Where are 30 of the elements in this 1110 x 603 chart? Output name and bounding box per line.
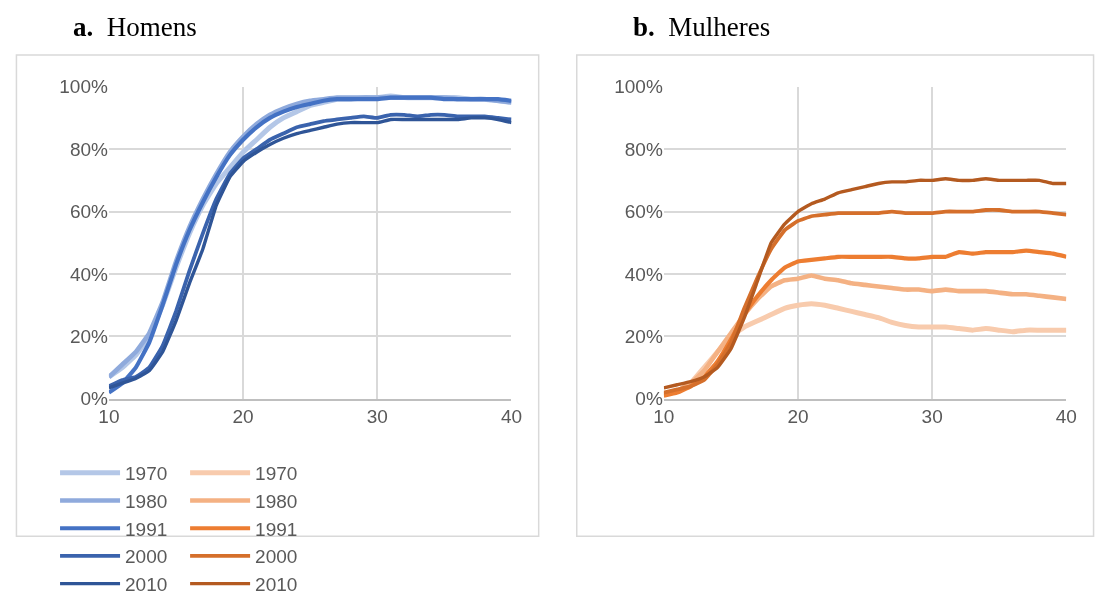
y-tick-label: 80% <box>624 138 663 160</box>
x-tick-label: 20 <box>232 406 254 428</box>
y-tick-label: 40% <box>69 263 109 285</box>
x-tick-label: 30 <box>366 406 388 428</box>
chart-title: b. Mulheres <box>633 12 771 42</box>
y-tick-label: 60% <box>624 201 663 223</box>
chart-title: a. Homens <box>73 12 197 42</box>
x-tick-label: 20 <box>787 406 809 428</box>
legend-label: 1991 <box>255 518 298 540</box>
y-tick-label: 20% <box>624 326 663 348</box>
legend-label: 2010 <box>125 574 168 596</box>
y-tick-label: 40% <box>624 263 663 285</box>
legend-label: 1980 <box>255 490 298 512</box>
legend-label: 1970 <box>255 463 298 485</box>
y-tick-label: 80% <box>69 138 109 160</box>
x-tick-label: 40 <box>500 406 523 428</box>
y-tick-label: 100% <box>614 76 663 98</box>
legend-label: 1970 <box>125 463 168 485</box>
line-series <box>663 208 1067 395</box>
legend-label: 2000 <box>255 546 298 568</box>
legend-label: 1991 <box>125 518 168 540</box>
legend-label: 1980 <box>125 490 168 512</box>
legend-label: 2010 <box>255 574 298 596</box>
legend-label: 2000 <box>125 546 168 568</box>
y-tick-label: 60% <box>69 201 109 223</box>
x-tick-label: 40 <box>1055 406 1077 428</box>
x-tick-label: 30 <box>921 406 943 428</box>
line-series <box>663 177 1067 390</box>
y-tick-label: 20% <box>69 326 109 348</box>
y-tick-label: 100% <box>59 76 109 98</box>
